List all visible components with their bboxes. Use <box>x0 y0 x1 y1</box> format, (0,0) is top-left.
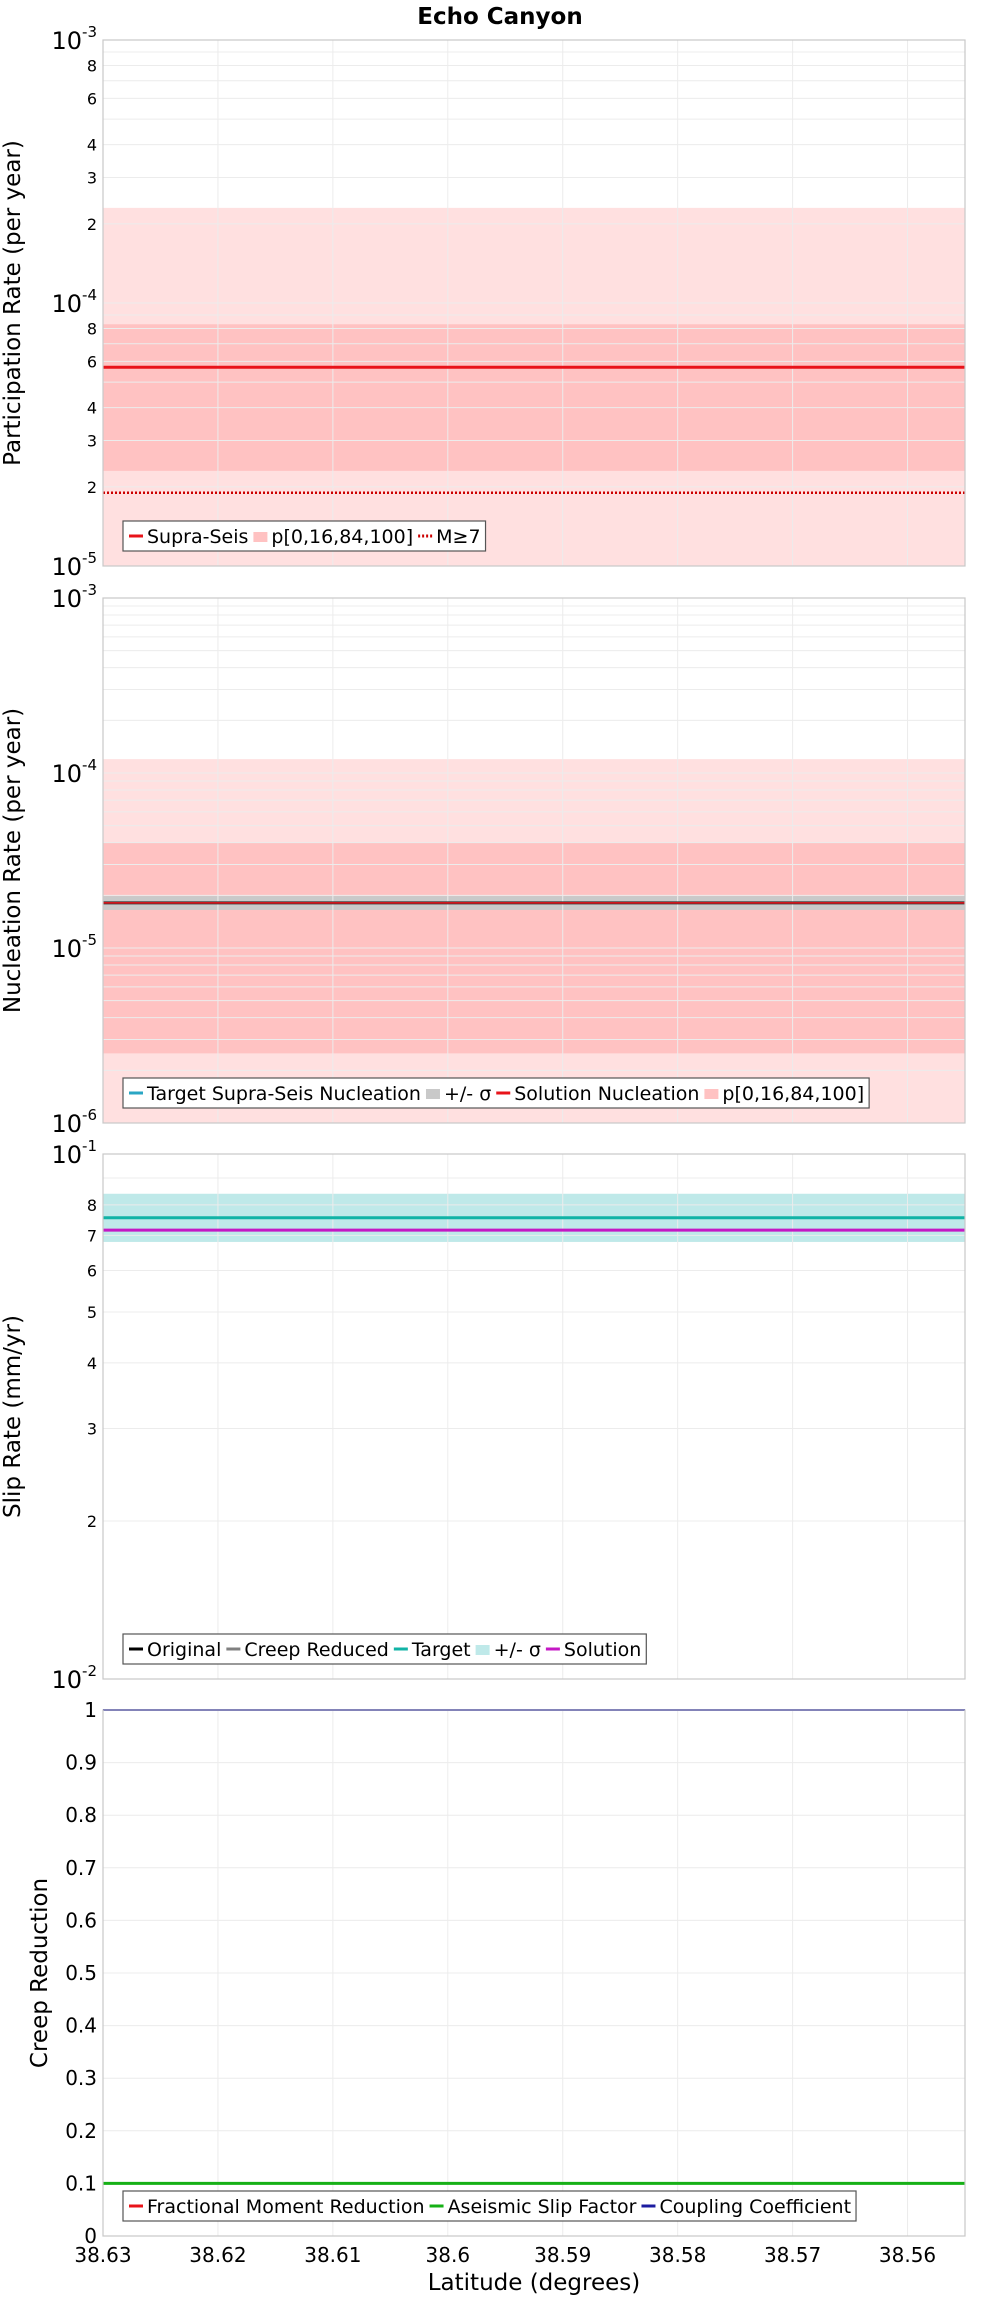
legend-label: Creep Reduced <box>244 1639 388 1661</box>
y-minor-tick-label: 2 <box>87 215 97 234</box>
y-axis-label: Creep Reduction <box>27 1878 53 2068</box>
y-tick-label: 0.1 <box>65 2171 97 2195</box>
x-tick-label: 38.6 <box>426 2243 471 2267</box>
y-tick-label: 10-1 <box>51 1137 97 1169</box>
y-tick-label: 0.3 <box>65 2066 97 2090</box>
legend: Target Supra-Seis Nucleation +/- σ Solutio… <box>122 1077 870 1109</box>
legend-label: Coupling Coefficient <box>659 2196 851 2218</box>
legend-frame <box>122 1077 870 1109</box>
legend-swatch <box>704 1089 719 1099</box>
legend-frame <box>122 2190 857 2222</box>
y-minor-tick-label: 3 <box>87 169 97 188</box>
x-axis-label: Latitude (degrees) <box>428 2270 641 2296</box>
y-minor-tick-label: 2 <box>87 1512 97 1531</box>
y-tick-label: 0 <box>84 2224 97 2248</box>
y-tick-label: 0.6 <box>65 1908 97 1932</box>
y-minor-tick-label: 7 <box>87 1226 97 1245</box>
y-tick-label: 0.2 <box>65 2119 97 2143</box>
y-tick-label: 1 <box>84 1698 97 1722</box>
x-tick-label: 38.63 <box>74 2243 131 2267</box>
x-tick-label: 38.62 <box>189 2243 246 2267</box>
legend-label: +/- σ <box>494 1639 541 1661</box>
y-minor-tick-label: 8 <box>87 1196 97 1215</box>
legend-label: Supra-Seis <box>147 526 248 548</box>
y-tick-label: 10-2 <box>51 1662 97 1694</box>
plot-frame <box>102 1709 966 2237</box>
legend-label: M≥7 <box>436 526 480 548</box>
panel-1: 10-3 10-4 10-5 8 6 4 3 2 8 6 4 3 2 Participation Rate… <box>0 23 966 581</box>
y-axis-label: Participation Rate (per year) <box>0 140 26 466</box>
legend-label: Solution <box>564 1639 641 1661</box>
y-minor-tick-label: 8 <box>87 319 97 338</box>
legend-swatch <box>425 1089 440 1099</box>
x-tick-label: 38.57 <box>764 2243 821 2267</box>
legend-label: Fractional Moment Reduction <box>147 2196 425 2218</box>
legend-label: Target Supra-Seis Nucleation <box>146 1083 421 1105</box>
y-minor-tick-label: 4 <box>87 136 97 155</box>
panel-2: 10-3 10-4 10-5 10-6 Nucleation Rate (per yea… <box>0 581 966 1138</box>
plot-frame <box>102 1153 966 1680</box>
y-tick-label: 0.7 <box>65 1856 97 1880</box>
band-p16-84 <box>103 324 965 471</box>
legend-label: Target <box>411 1639 471 1661</box>
plot-frame <box>102 597 966 1124</box>
y-axis-label: Nucleation Rate (per year) <box>0 708 26 1013</box>
legend-label: Original <box>147 1639 221 1661</box>
legend-swatch <box>475 1645 490 1655</box>
y-tick-label: 10-6 <box>51 1106 97 1138</box>
y-minor-tick-label: 3 <box>87 432 97 451</box>
y-tick-label: 10-4 <box>51 756 97 788</box>
y-tick-label: 10-3 <box>51 581 97 613</box>
y-tick-label: 10-4 <box>51 286 97 318</box>
legend-label: +/- σ <box>444 1083 491 1105</box>
y-tick-label: 0.9 <box>65 1751 97 1775</box>
y-tick-label: 10-5 <box>51 931 97 963</box>
y-tick-label: 0.4 <box>65 2014 97 2038</box>
panel-3: 10-1 10-2 8 7 6 5 4 3 2 Slip Rate (mm/yr) Original… <box>0 1137 966 1694</box>
x-tick-label: 38.61 <box>304 2243 361 2267</box>
plot-frame <box>102 39 966 567</box>
y-tick-label: 0.5 <box>65 1961 97 1985</box>
y-tick-label: 0.8 <box>65 1803 97 1827</box>
legend-frame <box>122 520 487 552</box>
x-tick-label: 38.59 <box>534 2243 591 2267</box>
y-minor-tick-label: 4 <box>87 1354 97 1373</box>
legend: Fractional Moment Reduction Aseismic Slip… <box>122 2190 857 2222</box>
y-tick-label: 10-3 <box>51 23 97 55</box>
chart-title: Echo Canyon <box>417 4 582 30</box>
legend-swatch <box>253 532 268 542</box>
legend-label: Aseismic Slip Factor <box>448 2196 637 2218</box>
panel-4: 0 0.1 0.2 0.3 0.4 0.5 0.6 0.7 0.8 0.9 1 Creep Reduc… <box>27 1698 966 2248</box>
legend: Original Creep Reduced Target +/- σ Solution <box>122 1633 647 1665</box>
legend-label: p[0,16,84,100] <box>722 1083 864 1105</box>
y-minor-tick-label: 6 <box>87 352 97 371</box>
y-minor-tick-label: 5 <box>87 1303 97 1322</box>
y-minor-tick-label: 6 <box>87 1261 97 1280</box>
x-tick-label: 38.58 <box>649 2243 706 2267</box>
y-minor-tick-label: 3 <box>87 1420 97 1439</box>
y-minor-tick-label: 6 <box>87 89 97 108</box>
y-axis-label: Slip Rate (mm/yr) <box>0 1315 26 1518</box>
y-minor-tick-label: 8 <box>87 56 97 75</box>
y-minor-tick-label: 2 <box>87 478 97 497</box>
x-tick-label: 38.56 <box>879 2243 936 2267</box>
y-tick-label: 10-5 <box>51 549 97 581</box>
legend-label: Solution Nucleation <box>514 1083 699 1105</box>
legend-label: p[0,16,84,100] <box>271 526 413 548</box>
legend: Supra-Seis p[0,16,84,100] M≥7 <box>122 520 487 552</box>
y-minor-tick-label: 4 <box>87 399 97 418</box>
